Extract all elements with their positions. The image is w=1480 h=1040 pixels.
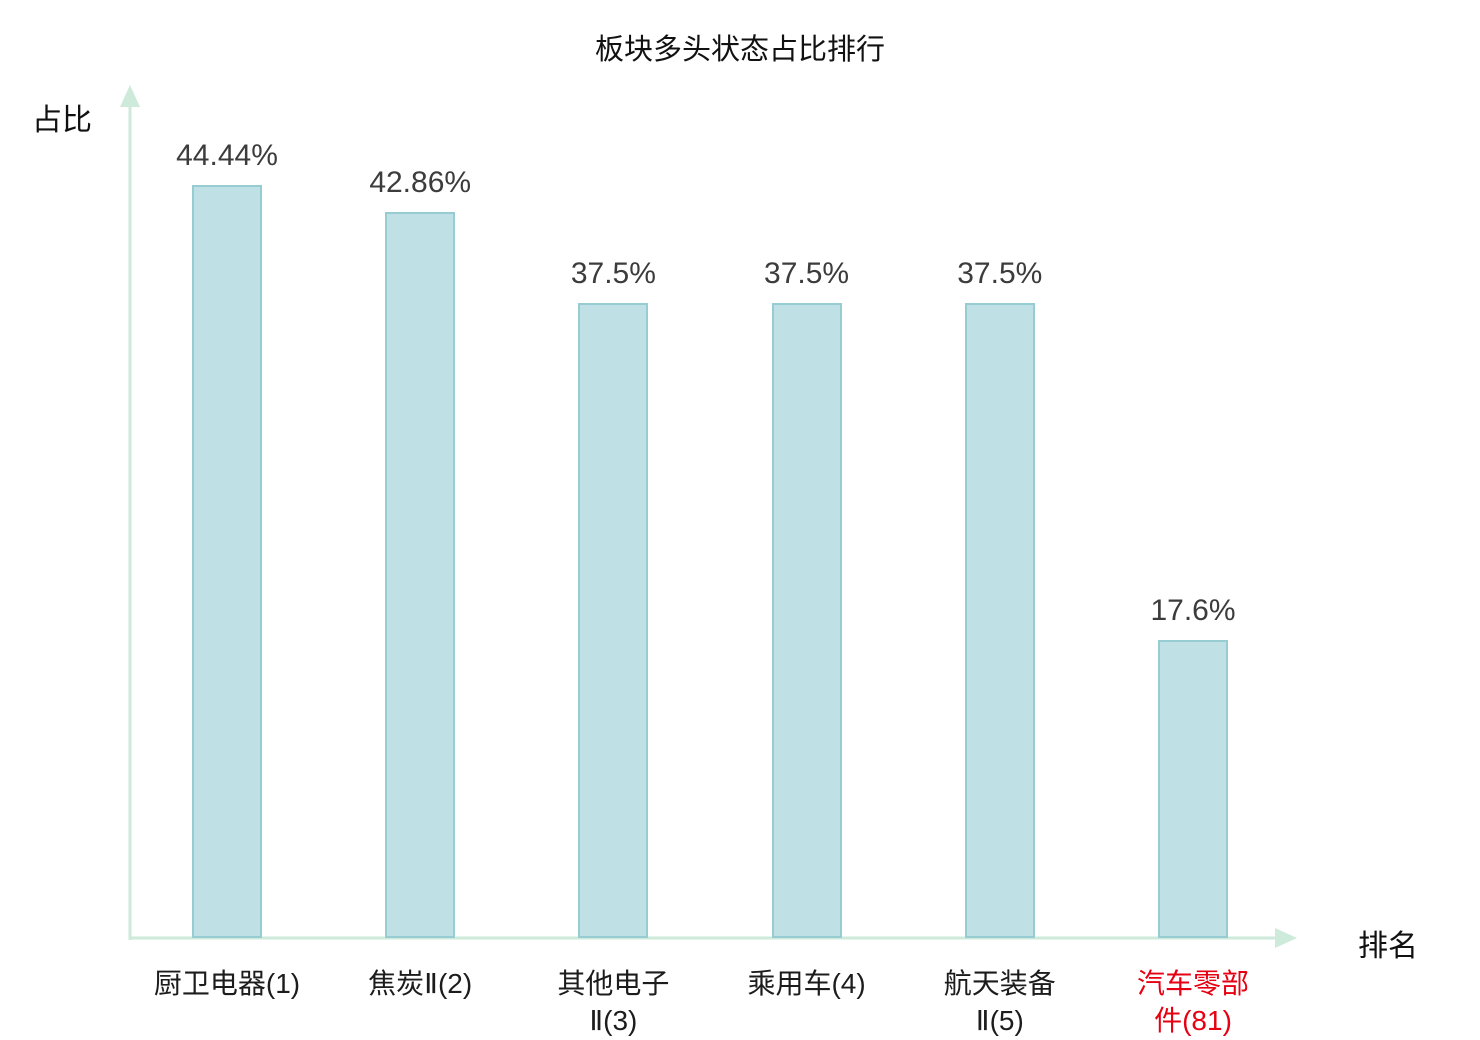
y-axis-arrow-icon <box>120 85 140 107</box>
x-axis-arrow-icon <box>1275 928 1297 948</box>
bar <box>385 212 456 938</box>
bar <box>192 185 262 938</box>
category-label: 航天装备 Ⅱ(5) <box>943 968 1056 1036</box>
bar <box>1158 640 1228 938</box>
y-axis-label: 占比 <box>32 104 92 137</box>
bar <box>771 303 842 938</box>
bar-value-label: 44.44% <box>176 139 278 173</box>
category-label: 厨卫电器(1) <box>153 968 301 999</box>
bar-value-label: 37.5% <box>957 256 1043 290</box>
bar <box>578 303 649 938</box>
category-label: 其他电子 Ⅱ(3) <box>557 968 670 1036</box>
bar-value-label: 42.86% <box>369 165 472 199</box>
x-axis-label: 排名 <box>1358 930 1418 963</box>
bar-value-label: 37.5% <box>570 256 656 290</box>
bar-value-label: 17.6% <box>1150 593 1236 627</box>
bar-value-label: 37.5% <box>764 256 850 290</box>
category-label: 汽车零部 件(81) <box>1136 968 1249 1036</box>
category-label: 乘用车(4) <box>747 968 866 999</box>
chart-title: 板块多头状态占比排行 <box>594 34 885 66</box>
category-label: 焦炭Ⅱ(2) <box>368 968 473 999</box>
bar <box>964 303 1035 938</box>
